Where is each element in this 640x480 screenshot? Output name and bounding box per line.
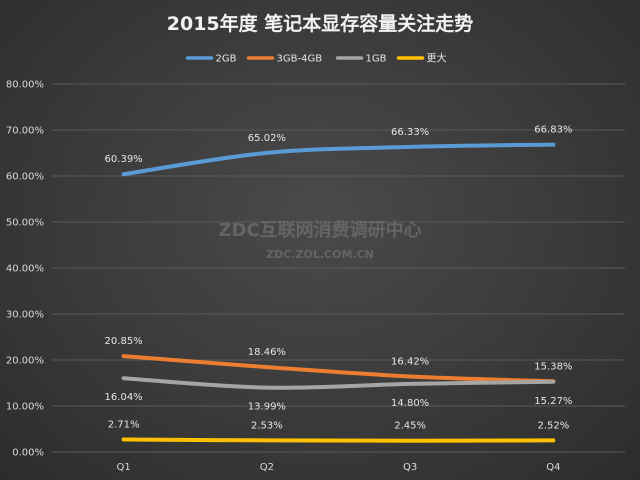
y-tick-label: 0.00% <box>12 448 44 459</box>
data-label: 20.85% <box>105 336 143 347</box>
series-line-2 <box>121 376 556 390</box>
x-tick-label: Q3 <box>403 462 417 473</box>
x-tick-label: Q1 <box>117 462 131 473</box>
series-lines <box>121 142 556 443</box>
chart-title: 2015年度 笔记本显存容量关注走势 <box>167 12 474 35</box>
data-label: 18.46% <box>248 347 286 358</box>
data-label: 16.04% <box>105 392 143 403</box>
data-label: 65.02% <box>248 133 286 144</box>
y-tick-label: 50.00% <box>6 218 44 229</box>
y-tick-label: 30.00% <box>6 310 44 321</box>
y-tick-label: 70.00% <box>6 126 44 137</box>
legend-label: 2GB <box>216 54 237 65</box>
data-label: 66.33% <box>391 127 429 138</box>
axes: 0.00% 10.00% 20.00% 30.00% 40.00% 50.00% 60.00… <box>6 80 561 474</box>
legend-label: 3GB-4GB <box>277 54 323 65</box>
y-tick-label: 10.00% <box>6 402 44 413</box>
data-label: 13.99% <box>248 402 286 413</box>
y-tick-label: 80.00% <box>6 80 44 91</box>
series-line-3 <box>121 437 556 443</box>
gridlines <box>52 83 625 453</box>
x-tick-label: Q4 <box>546 462 560 473</box>
data-label: 15.38% <box>534 361 572 372</box>
watermark: ZDC互联网消费调研中心 ZDC.ZOL.COM.CN <box>218 219 421 261</box>
legend-label: 更大 <box>427 52 447 65</box>
data-label: 14.80% <box>391 398 429 409</box>
data-label: 2.71% <box>108 420 140 431</box>
data-labels: 60.39% 65.02% 66.33% 66.83% 20.85% 18.46% 16.4… <box>105 125 573 432</box>
watermark-title: ZDC互联网消费调研中心 <box>218 219 421 241</box>
legend: 2GB 3GB-4GB 1GB 更大 <box>185 52 447 65</box>
y-tick-label: 20.00% <box>6 356 44 367</box>
y-tick-label: 40.00% <box>6 264 44 275</box>
data-label: 2.52% <box>537 420 569 431</box>
x-tick-label: Q2 <box>260 462 274 473</box>
series-line-0 <box>121 142 556 177</box>
data-label: 2.45% <box>394 421 426 432</box>
data-label: 16.42% <box>391 356 429 367</box>
series-line-1 <box>121 354 556 384</box>
data-label: 66.83% <box>534 125 572 136</box>
data-label: 60.39% <box>105 154 143 165</box>
data-label: 2.53% <box>251 420 283 431</box>
data-label: 15.27% <box>534 396 572 407</box>
legend-label: 1GB <box>366 54 387 65</box>
y-tick-label: 60.00% <box>6 172 44 183</box>
watermark-url: ZDC.ZOL.COM.CN <box>266 248 374 261</box>
